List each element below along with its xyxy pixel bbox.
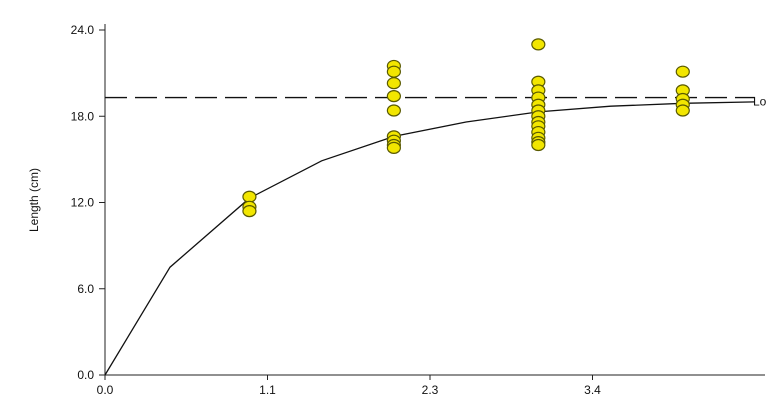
y-tick-label: 18.0: [71, 109, 95, 123]
y-tick-label: 6.0: [77, 282, 94, 296]
data-point: [531, 38, 546, 51]
data-point: [242, 190, 257, 203]
y-tick-label: 12.0: [71, 196, 95, 210]
y-tick-label: 0.0: [77, 368, 94, 382]
data-point: [386, 104, 401, 117]
data-point: [386, 77, 401, 90]
x-tick-label: 2.3: [422, 383, 439, 397]
data-point: [386, 90, 401, 103]
asymptote-label: Lo: [753, 95, 767, 109]
x-tick-label: 0.0: [97, 383, 114, 397]
x-tick-label: 3.4: [584, 383, 601, 397]
data-point: [531, 138, 546, 152]
data-point: [242, 205, 257, 218]
plot-area: 0.0 6.0 12.0 18.0 24.0 0.0 1.1 2.3 3.4 Lo: [71, 23, 767, 397]
data-point: [386, 65, 401, 78]
y-axis-title: Length (cm): [27, 168, 41, 232]
data-point: [675, 65, 690, 78]
growth-curve: [104, 101, 756, 376]
x-tick-label: 1.1: [259, 383, 276, 397]
data-point: [675, 104, 690, 117]
data-point: [386, 141, 401, 154]
y-tick-label: 24.0: [71, 23, 95, 37]
